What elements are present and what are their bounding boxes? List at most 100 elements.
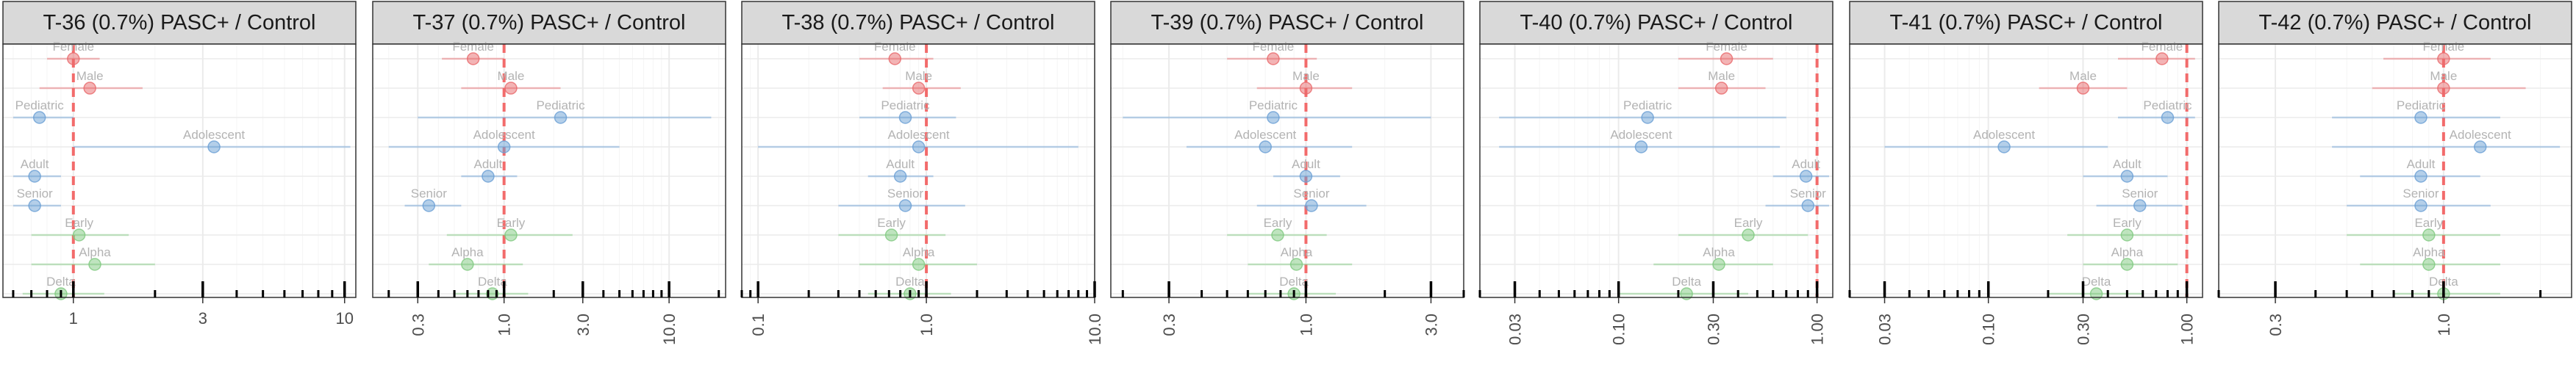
data-point xyxy=(1305,199,1318,212)
point-label: Adolescent xyxy=(1234,128,1296,142)
x-tick-label: 10 xyxy=(335,309,353,328)
x-tick-label: 1.0 xyxy=(1297,314,1315,336)
point-label: Pediatric xyxy=(2397,98,2446,112)
panel-border xyxy=(1849,43,2203,298)
data-point xyxy=(2414,111,2427,124)
data-point xyxy=(83,82,96,95)
data-point xyxy=(1267,52,1280,65)
x-tick-label: 10.0 xyxy=(1086,314,1104,345)
point-label: Early xyxy=(1734,216,1763,230)
point-label: Alpha xyxy=(903,245,935,259)
data-point xyxy=(554,111,568,124)
point-label: Adult xyxy=(1792,157,1820,171)
data-point xyxy=(504,228,518,242)
facet-title: T-42 (0.7%) PASC+ / Control xyxy=(2259,11,2532,35)
point-label: Female xyxy=(874,40,916,54)
point-label: Adolescent xyxy=(1973,128,2035,142)
facet-strip xyxy=(372,1,726,45)
data-point xyxy=(2422,258,2436,271)
point-label: Adult xyxy=(21,157,49,171)
point-label: Senior xyxy=(2122,187,2158,200)
point-label: Senior xyxy=(411,187,447,200)
x-tick-label: 3.0 xyxy=(574,314,593,336)
point-label: Adult xyxy=(2113,157,2142,171)
point-label: Delta xyxy=(46,275,76,289)
data-point xyxy=(1299,82,1313,95)
data-point xyxy=(2422,228,2436,242)
point-label: Adolescent xyxy=(2450,128,2511,142)
facet-strip xyxy=(2218,1,2572,45)
point-label: Alpha xyxy=(79,245,111,259)
data-point xyxy=(884,228,898,242)
data-point xyxy=(2120,228,2134,242)
data-point xyxy=(2120,170,2134,183)
x-tick-label: 0.03 xyxy=(1506,314,1525,345)
point-label: Adult xyxy=(2407,157,2436,171)
data-point xyxy=(898,199,912,212)
x-tick-label: 0.10 xyxy=(1610,314,1628,345)
data-point xyxy=(2437,82,2450,95)
data-point xyxy=(486,287,499,300)
data-point xyxy=(72,228,86,242)
data-point xyxy=(1267,111,1280,124)
data-point xyxy=(207,140,221,153)
x-tick-label: 1.00 xyxy=(2178,314,2197,345)
data-point xyxy=(912,258,926,271)
point-label: Female xyxy=(2142,40,2183,54)
panel-background xyxy=(1111,44,1464,297)
data-point xyxy=(2161,111,2175,124)
x-tick-label: 3.0 xyxy=(1422,314,1440,336)
data-point xyxy=(912,82,926,95)
data-point xyxy=(1997,140,2011,153)
data-point xyxy=(1714,82,1728,95)
point-label: Alpha xyxy=(451,245,484,259)
data-point xyxy=(461,258,474,271)
panel-border xyxy=(1479,43,1833,298)
facet-panel-5: T-40 (0.7%) PASC+ / Control Female Male Ped… xyxy=(1478,1,1833,345)
point-label: Senior xyxy=(2403,187,2439,200)
point-label: Early xyxy=(2414,216,2443,230)
point-label: Male xyxy=(1708,69,1735,83)
data-point xyxy=(2473,140,2487,153)
data-point xyxy=(504,82,518,95)
point-label: Early xyxy=(2113,216,2142,230)
point-label: Adult xyxy=(886,157,915,171)
point-label: Adult xyxy=(474,157,503,171)
panel-background xyxy=(373,44,726,297)
point-label: Female xyxy=(2423,40,2465,54)
x-tick-label: 3 xyxy=(198,309,207,328)
data-point xyxy=(1799,170,1813,183)
facet-strip xyxy=(1479,1,1833,45)
data-point xyxy=(2076,82,2090,95)
point-label: Pediatric xyxy=(881,98,930,112)
point-label: Adolescent xyxy=(1610,128,1672,142)
point-label: Delta xyxy=(2082,275,2111,289)
data-point xyxy=(482,170,495,183)
point-label: Male xyxy=(498,69,525,83)
point-label: Male xyxy=(905,69,932,83)
facet-panel-6: T-41 (0.7%) PASC+ / Control Female Male Ped… xyxy=(1848,1,2203,345)
point-label: Female xyxy=(52,40,94,54)
facet-panel-7: T-42 (0.7%) PASC+ / Control Female Male Ped… xyxy=(2217,1,2572,336)
data-point xyxy=(1299,170,1313,183)
data-point xyxy=(2120,258,2134,271)
data-point xyxy=(898,111,912,124)
facet-panel-4: T-39 (0.7%) PASC+ / Control Female Male Ped… xyxy=(1110,1,1465,336)
data-point xyxy=(2133,199,2147,212)
facet-strip xyxy=(1110,1,1464,45)
panel-border xyxy=(372,43,726,298)
facet-title: T-37 (0.7%) PASC+ / Control xyxy=(413,11,686,35)
panel-background xyxy=(1480,44,1833,297)
data-point xyxy=(28,170,41,183)
facet-panel-1: T-36 (0.7%) PASC+ / Control Female Male Ped… xyxy=(2,1,357,328)
data-point xyxy=(2414,199,2427,212)
x-tick-label: 10.0 xyxy=(660,314,679,345)
point-label: Male xyxy=(76,69,104,83)
point-label: Senior xyxy=(1790,187,1826,200)
x-tick-label: 0.30 xyxy=(2074,314,2092,345)
facet-title: T-38 (0.7%) PASC+ / Control xyxy=(782,11,1055,35)
x-tick-label: 1.0 xyxy=(917,314,936,336)
facet-strip xyxy=(1849,1,2203,45)
facet-title: T-39 (0.7%) PASC+ / Control xyxy=(1151,11,1424,35)
point-label: Senior xyxy=(887,187,923,200)
